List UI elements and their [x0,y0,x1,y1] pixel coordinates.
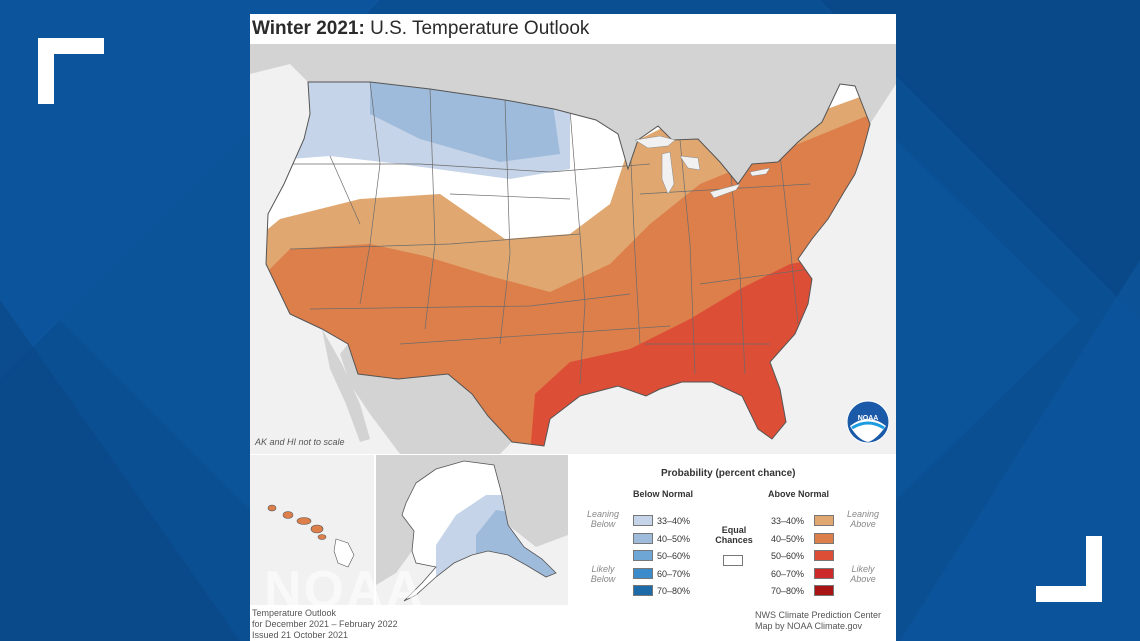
legend-below-label-5: 70–80% [657,586,691,596]
issue-info-line2: for December 2021 – February 2022 [252,619,398,629]
legend-equal-line2: Chances [715,535,753,545]
credits-line2: Map by NOAA Climate.gov [755,621,863,631]
hawaii-inset [250,455,374,605]
issue-info: Temperature Outlook for December 2021 – … [252,608,398,641]
credits-line1: NWS Climate Prediction Center [755,610,882,620]
legend-above-label-5: 70–80% [771,586,805,596]
map-title-bold: Winter 2021: [252,18,365,39]
conus-temperature-map [250,44,896,454]
outlook-map-panel: Winter 2021: U.S. Temperature Outlook [250,14,896,641]
legend-above-label-4: 60–70% [771,568,805,579]
legend-below-swatch-4 [633,567,653,579]
legend-below-header: Below Normal [633,489,694,499]
noaa-logo: NOAA [846,400,890,444]
legend-below-label-3: 50–60% [657,551,691,561]
legend-above-swatch-1 [814,515,834,526]
legend-likely-above: Likely Above [839,564,887,584]
legend-below-swatch-2 [633,532,653,544]
legend-above-swatch-5 [814,585,834,596]
frame-corner-top-left [38,38,104,104]
legend-likely-below-line2: Below [590,574,616,584]
legend-heading: Probability (percent chance) [661,468,796,479]
legend-leaning-below-line2: Below [590,519,616,529]
legend-below-swatch-3 [633,550,653,561]
scale-note: AK and HI not to scale [255,437,345,447]
alaska-inset [376,455,568,605]
legend-below-swatch-5 [633,585,653,596]
legend-above-swatch-2 [814,532,834,544]
legend-below-label-4: 60–70% [657,568,691,579]
legend-above-swatch-4 [814,567,834,579]
frame-corner-bottom-right [1036,536,1102,602]
legend-leaning-below-line1: Leaning [586,509,620,519]
map-title-rest: U.S. Temperature Outlook [364,18,590,39]
legend-above-swatch-3 [814,550,834,561]
probability-legend: Probability (percent chance) Below Norma… [571,455,896,605]
legend-above-header: Above Normal [768,489,830,499]
legend-equal-chances: Equal Chances [707,525,761,545]
legend-above-label-3: 50–60% [771,551,805,561]
legend-below-swatch-1 [633,515,653,526]
legend-leaning-above-line2: Above [850,519,876,529]
legend-above-label-1: 33–40% [771,516,805,526]
legend-leaning-above: Leaning Above [839,509,887,529]
legend-leaning-below: Leaning Below [579,509,627,529]
legend-likely-below: Likely Below [579,564,627,584]
map-title: Winter 2021: U.S. Temperature Outlook [252,18,589,40]
legend-equal-swatch [723,555,743,566]
noaa-logo-text: NOAA [858,415,879,422]
legend-above-label-2: 40–50% [771,533,805,544]
legend-below-label-2: 40–50% [657,533,691,544]
legend-leaning-above-line1: Leaning [846,509,880,519]
issue-info-line1: Temperature Outlook [252,608,337,618]
legend-equal-line1: Equal [721,525,747,535]
issue-info-line3: Issued 21 October 2021 [252,630,349,640]
legend-likely-above-line1: Likely [851,564,875,574]
credits: NWS Climate Prediction Center Map by NOA… [755,610,881,632]
noaa-watermark: NOAA [264,561,426,619]
legend-likely-above-line2: Above [850,574,876,584]
legend-likely-below-line1: Likely [591,564,615,574]
legend-below-label-1: 33–40% [657,516,691,526]
